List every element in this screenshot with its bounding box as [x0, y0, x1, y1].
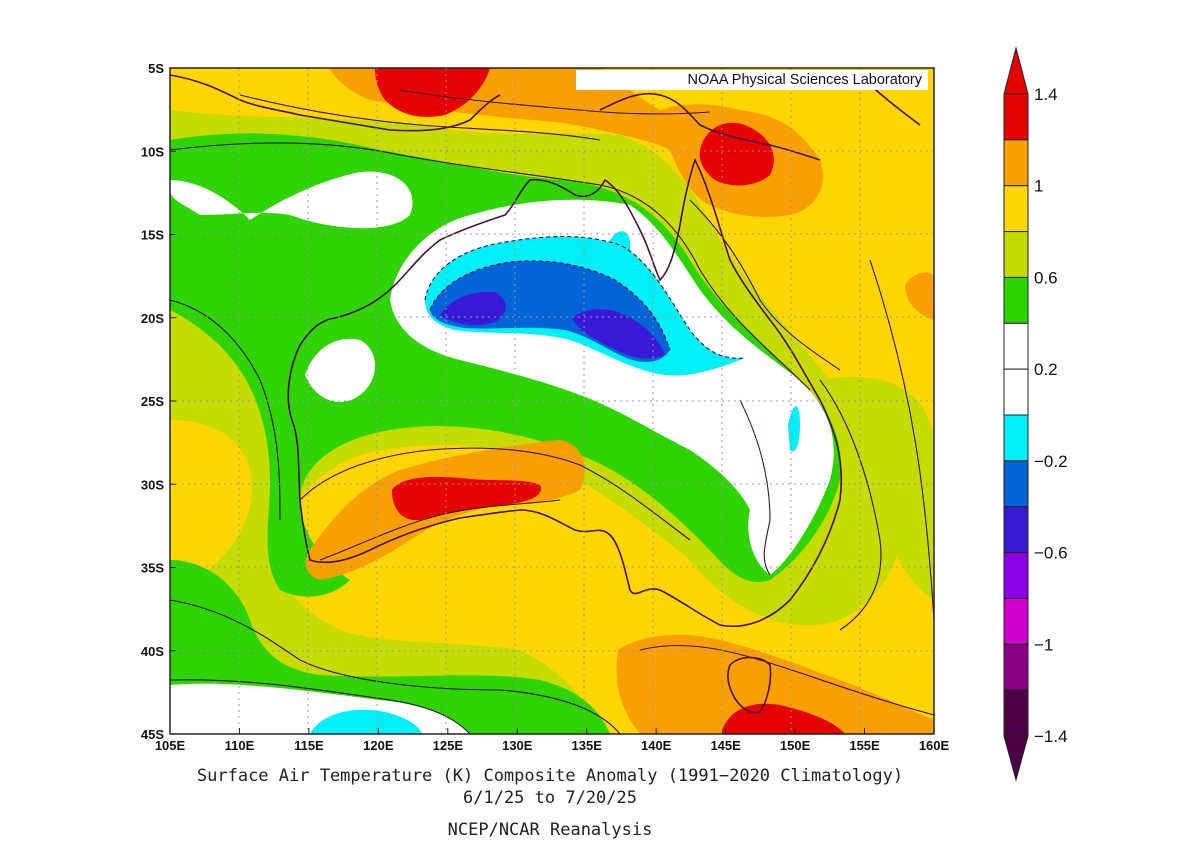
field-orange-southeast: [616, 634, 934, 734]
lon-tick-label: 120E: [363, 738, 394, 753]
lat-tick-label: 25S: [141, 394, 164, 409]
colorbar-segment: [1003, 689, 1029, 737]
lat-tick-label: 20S: [141, 311, 164, 326]
lon-tick-label: 145E: [710, 738, 741, 753]
longitude-axis: 105E 110E 115E 120E 125E 130E 135E 140E 145E 150E…: [155, 728, 950, 753]
temperature-field: [170, 68, 934, 734]
colorbar-label: 1: [1034, 177, 1043, 196]
colorbar-segment: [1003, 276, 1029, 324]
lat-tick-label: 40S: [141, 644, 164, 659]
lon-tick-label: 125E: [433, 738, 464, 753]
lat-tick-label: 35S: [141, 561, 164, 576]
colorbar-segment: [1003, 368, 1029, 416]
contour-lines: [170, 89, 934, 734]
colorbar-label: 0.2: [1034, 360, 1058, 379]
colorbar-segment: [1003, 643, 1029, 691]
caption-source: NCEP/NCAR Reanalysis: [447, 820, 653, 840]
lon-tick-label: 135E: [572, 738, 603, 753]
lon-tick-label: 115E: [294, 738, 324, 753]
colorbar-segment: [1003, 506, 1029, 554]
colorbar-segment: [1003, 460, 1029, 508]
colorbar-segment: [1003, 597, 1029, 645]
colorbar-segment: [1003, 322, 1029, 370]
lat-tick-label: 10S: [141, 144, 164, 159]
colorbar-segment: [1003, 93, 1029, 141]
field-white-west: [305, 338, 375, 403]
lat-tick-label: 5S: [148, 61, 164, 76]
colorbar-segment: [1003, 414, 1029, 462]
lon-tick-label: 150E: [780, 738, 811, 753]
lon-tick-label: 160E: [919, 738, 950, 753]
colorbar-segment: [1003, 231, 1029, 278]
caption-date-range: 6/1/25 to 7/20/25: [463, 788, 637, 808]
credit-label: NOAA Physical Sciences Laboratory: [576, 70, 928, 90]
lon-tick-label: 155E: [849, 738, 880, 753]
latitude-axis: 5S 10S 15S 20S 25S 30S 35S 40S 45S: [141, 61, 176, 742]
colorbar-segment: [1003, 552, 1029, 599]
colorbar-label: 0.6: [1034, 268, 1058, 287]
lon-tick-label: 110E: [225, 738, 255, 753]
colorbar-label: −1.4: [1034, 727, 1068, 746]
gridlines: [170, 68, 934, 734]
lat-tick-label: 45S: [141, 727, 164, 742]
field-red-tasmania: [722, 703, 845, 734]
colorbar-label: 1.4: [1034, 85, 1058, 104]
colorbar: 1.4 1 0.6 0.2 −0.2 −0.6 −1 −1.4: [1003, 46, 1068, 782]
lon-tick-label: 105E: [155, 738, 186, 753]
colorbar-label: −1: [1034, 635, 1053, 654]
field-white-north: [170, 171, 413, 229]
colorbar-label: −0.2: [1034, 452, 1068, 471]
lon-tick-label: 130E: [502, 738, 533, 753]
field-red-north: [375, 68, 490, 117]
field-red-southwest: [392, 476, 541, 521]
colorbar-label: −0.6: [1034, 544, 1068, 563]
colorbar-min-arrow: [1003, 735, 1029, 782]
colorbar-max-arrow: [1003, 46, 1029, 95]
coastlines: [170, 74, 921, 714]
colorbar-segment: [1003, 139, 1029, 187]
colorbar-segment: [1003, 185, 1029, 233]
lon-tick-label: 140E: [641, 738, 672, 753]
lat-tick-label: 15S: [141, 228, 164, 243]
caption-title: Surface Air Temperature (K) Composite An…: [196, 766, 904, 786]
lat-tick-label: 30S: [141, 477, 164, 492]
